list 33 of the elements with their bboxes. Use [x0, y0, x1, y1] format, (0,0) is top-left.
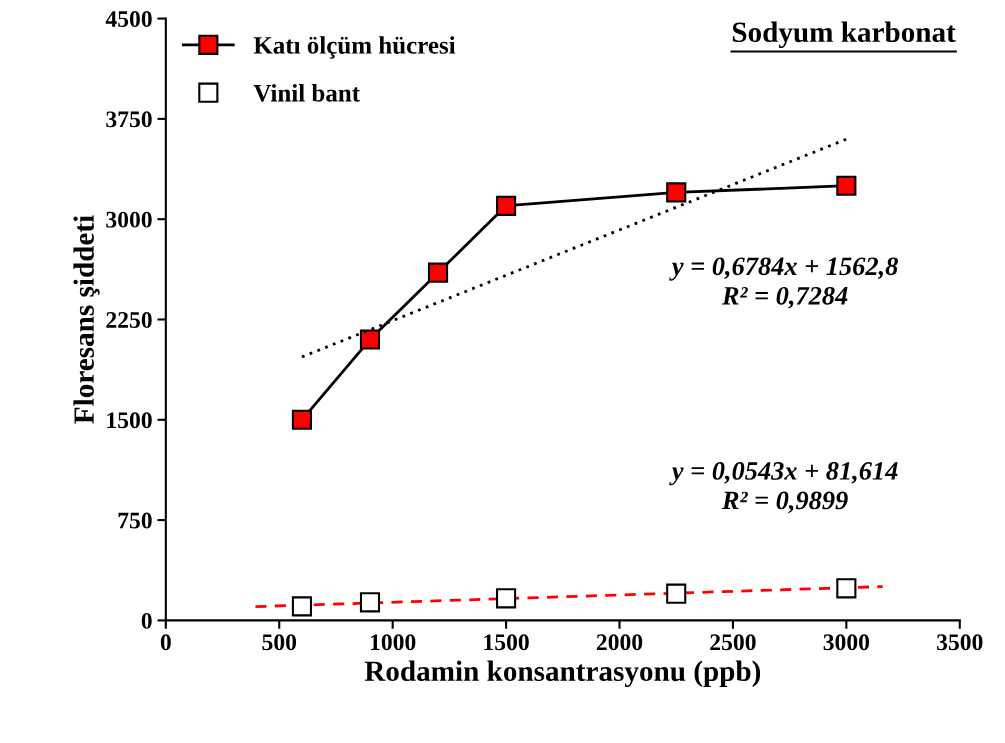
x-tick-label: 3000 [823, 634, 870, 651]
y-axis-title: Floresans şiddeti [73, 215, 100, 424]
x-tick-label: 500 [262, 634, 297, 651]
point [359, 592, 381, 613]
x-axis-title: Rodamin konsantrasyonu (ppb) [364, 660, 761, 688]
point [496, 195, 517, 216]
y-tick-label: 750 [118, 512, 152, 529]
legend-label: Vinil bant [253, 84, 360, 102]
x-tick-label: 3500 [937, 634, 983, 651]
x-tick-label: 0 [160, 634, 171, 651]
y-tick-label: 1500 [107, 412, 152, 429]
annotation: y = 0,0543x + 81,614 R² = 0,9899 [669, 462, 898, 514]
point [666, 583, 687, 604]
x-tick-label: 1000 [370, 634, 416, 651]
point [836, 175, 857, 196]
point [836, 578, 857, 599]
y-tick-label: 3750 [106, 111, 152, 128]
y-tick-label: 2250 [106, 311, 152, 328]
annotation: y = 0,6784x + 1562,8 R² = 0,7284 [669, 257, 898, 309]
legend-label: Katı ölçüm hücresi [253, 36, 456, 59]
point [427, 262, 449, 283]
point [496, 588, 517, 609]
x-tick-label: 2000 [596, 634, 643, 651]
point [291, 409, 312, 430]
x-tick-label: 1500 [484, 634, 529, 651]
x-tick-label: 2500 [710, 634, 756, 651]
y-tick-label: 3000 [106, 211, 152, 228]
point [291, 596, 312, 617]
y-tick-label: 4500 [105, 11, 152, 27]
y-tick-label: 0 [141, 612, 152, 629]
point [666, 182, 687, 203]
point [359, 329, 381, 350]
chart-title: Sodyum karbonat [732, 21, 956, 49]
